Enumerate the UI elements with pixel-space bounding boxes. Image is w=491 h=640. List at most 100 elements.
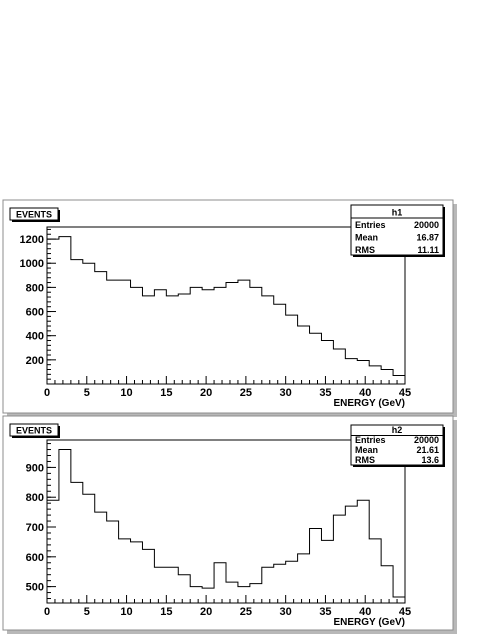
histogram-bin (226, 283, 238, 384)
histogram-bin (83, 494, 95, 603)
x-axis-label: ENERGY (GeV) (334, 398, 406, 409)
chart-title: EVENTS (16, 210, 52, 220)
x-tick-label: 30 (280, 606, 292, 618)
histogram-bin (357, 500, 369, 603)
title-box (9, 423, 59, 437)
y-tick-label: 800 (26, 282, 44, 294)
histogram-outline (46, 449, 406, 603)
histogram-bin (274, 304, 286, 384)
title-box (9, 207, 59, 221)
histogram-bin (190, 587, 202, 603)
x-axis-label: ENERGY (GeV) (334, 617, 406, 628)
histogram-bin (321, 341, 333, 384)
histogram-bin (131, 542, 143, 603)
x-tick-label: 0 (44, 606, 50, 618)
histogram-bin (393, 597, 405, 603)
stats-box-frame (350, 204, 444, 256)
histogram-bin (238, 280, 250, 384)
histogram-bin (107, 280, 119, 384)
stats-value: 13.6 (421, 455, 439, 465)
stats-name: h2 (392, 425, 403, 435)
histogram-bin (333, 349, 345, 384)
x-tick-label: 40 (359, 606, 371, 618)
x-tick-label: 35 (319, 387, 331, 399)
x-tick-label: 30 (280, 387, 292, 399)
histogram-panel-h2: 0 5 10 15 20 25 30 35 40 45 500 600 700 800 900 ENERGY … (2, 415, 457, 634)
y-tick-label: 900 (26, 462, 44, 474)
histogram-bin (310, 529, 322, 603)
histogram-bin (250, 287, 262, 384)
histogram-bin (142, 549, 154, 603)
stats-label: RMS (355, 455, 375, 465)
histogram-bin (369, 539, 381, 603)
stats-box: h1 Entries 20000 Mean 16.87 RMS 11.11 (350, 204, 445, 257)
x-tick-label: 5 (84, 606, 90, 618)
histogram-bin (71, 482, 83, 603)
x-tick-label: 25 (240, 606, 252, 618)
histogram-bin (119, 280, 131, 384)
stats-value: 11.11 (417, 245, 439, 255)
histogram-bin (381, 370, 393, 384)
histogram-outline (46, 236, 406, 384)
histogram-bin (154, 567, 166, 603)
histogram-bin (310, 333, 322, 384)
y-tick-label: 700 (26, 522, 44, 534)
stats-label: Entries (355, 435, 386, 445)
histogram-bin (59, 237, 71, 384)
histogram-bin (47, 500, 59, 603)
y-tick-label: 400 (26, 331, 44, 343)
x-tick-label: 25 (240, 387, 252, 399)
histogram-bin (59, 450, 71, 603)
histogram-bin (202, 588, 214, 603)
stats-value: 20000 (414, 220, 439, 230)
y-tick-label: 1000 (20, 258, 44, 270)
histogram-bin (345, 359, 357, 384)
histogram-bin (250, 584, 262, 603)
histogram-bin (214, 563, 226, 603)
histogram-bin (83, 263, 95, 384)
stats-value: 20000 (414, 435, 439, 445)
stats-name: h1 (392, 208, 403, 218)
x-tick-label: 20 (200, 387, 212, 399)
histogram-bin (381, 566, 393, 603)
histogram-bin (178, 294, 190, 384)
histogram-bin (166, 296, 178, 384)
histogram-bin (333, 515, 345, 603)
stats-label: Entries (355, 220, 386, 230)
x-tick-label: 20 (200, 606, 212, 618)
x-tick-label: 10 (120, 606, 132, 618)
x-tick-label: 10 (120, 387, 132, 399)
histogram-bin (286, 561, 298, 603)
histogram-bin (166, 567, 178, 603)
histogram-bin (107, 521, 119, 603)
histogram-bin (190, 287, 202, 384)
histogram-bin (321, 540, 333, 603)
stats-box: h2 Entries 20000 Mean 21.61 RMS 13.6 (350, 424, 445, 467)
y-tick-label: 800 (26, 492, 44, 504)
histogram-bin (214, 287, 226, 384)
histogram-bin (95, 512, 107, 603)
histogram-bin (298, 326, 310, 384)
x-tick-label: 35 (319, 606, 331, 618)
stats-label: Mean (355, 233, 378, 243)
histogram-bin (393, 376, 405, 384)
x-tick-label: 45 (399, 606, 411, 618)
stats-value: 16.87 (416, 233, 439, 243)
x-tick-label: 45 (399, 387, 411, 399)
histogram-bin (262, 567, 274, 603)
chart-title: EVENTS (16, 426, 52, 436)
x-tick-label: 15 (160, 387, 172, 399)
histogram-bin (71, 260, 83, 384)
histogram-bin (119, 539, 131, 603)
histogram-bin (357, 360, 369, 384)
histogram-bin (131, 287, 143, 384)
histogram-bin (274, 564, 286, 603)
stats-label: Mean (355, 445, 378, 455)
x-tick-label: 0 (44, 387, 50, 399)
histogram-bin (262, 296, 274, 384)
stats-box-frame (350, 424, 444, 466)
stats-label: RMS (355, 245, 375, 255)
histogram-bin (286, 315, 298, 384)
y-tick-label: 200 (26, 355, 44, 367)
